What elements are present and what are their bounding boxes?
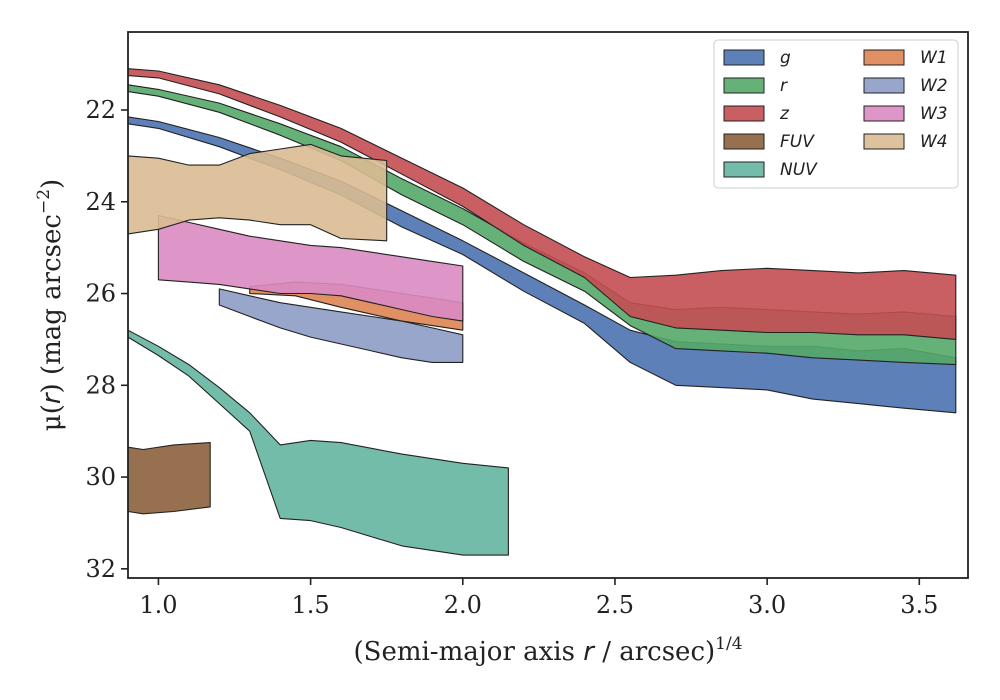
legend-box: [713, 39, 959, 189]
y-tick-label: 24: [85, 188, 116, 216]
y-axis-ticks: 22 24 26 28 30 32: [85, 96, 128, 583]
y-tick-label: 30: [85, 463, 116, 491]
legend-swatch-w2: [863, 77, 905, 94]
legend-label-r: r: [780, 76, 788, 96]
x-axis-ticks: 1.0 1.5 2.0 2.5 3.0 3.5: [139, 578, 938, 619]
y-tick-label: 32: [85, 555, 116, 583]
x-tick-label: 1.5: [292, 591, 330, 619]
plot-frame: [127, 31, 969, 579]
legend-swatch-z: [723, 105, 765, 122]
series-band-w4: [127, 143, 388, 242]
x-axis-label: (Semi-major axis r / arcsec)1/4: [353, 634, 742, 667]
legend-label-fuv: FUV: [780, 132, 815, 152]
legend-swatch-g: [723, 49, 765, 66]
legend-swatch-r: [723, 77, 765, 94]
legend-swatch-w3: [863, 105, 905, 122]
x-tick-label: 3.5: [900, 591, 938, 619]
series-band-w3: [157, 214, 464, 322]
x-tick-label: 1.0: [139, 591, 177, 619]
legend: grz FUV NUV W1 W2 W3 W4: [713, 39, 959, 189]
legend-label-nuv: NUV: [780, 160, 818, 180]
y-axis-label: μ(r) (mag arcsec−2): [34, 179, 67, 431]
y-tick-label: 28: [85, 371, 116, 399]
legend-label-g: g: [780, 48, 791, 68]
legend-swatch-w1: [863, 49, 905, 66]
legend-label-z: z: [779, 104, 790, 124]
legend-label-w4: W4: [920, 132, 948, 152]
x-tick-label: 2.5: [596, 591, 634, 619]
series-band-fuv: [127, 442, 211, 515]
legend-label-w3: W3: [920, 104, 948, 124]
series-bands: [127, 68, 957, 556]
legend-swatch-fuv: [723, 133, 765, 150]
legend-swatch-w4: [863, 133, 905, 150]
series-band-w2: [218, 288, 464, 363]
y-tick-label: 22: [85, 96, 116, 124]
legend-swatch-nuv: [723, 161, 765, 178]
y-tick-label: 26: [85, 280, 116, 308]
x-tick-label: 3.0: [748, 591, 786, 619]
series-band-nuv: [127, 329, 509, 556]
x-tick-label: 2.0: [444, 591, 482, 619]
legend-label-w2: W2: [920, 76, 948, 96]
legend-label-w1: W1: [920, 48, 948, 68]
